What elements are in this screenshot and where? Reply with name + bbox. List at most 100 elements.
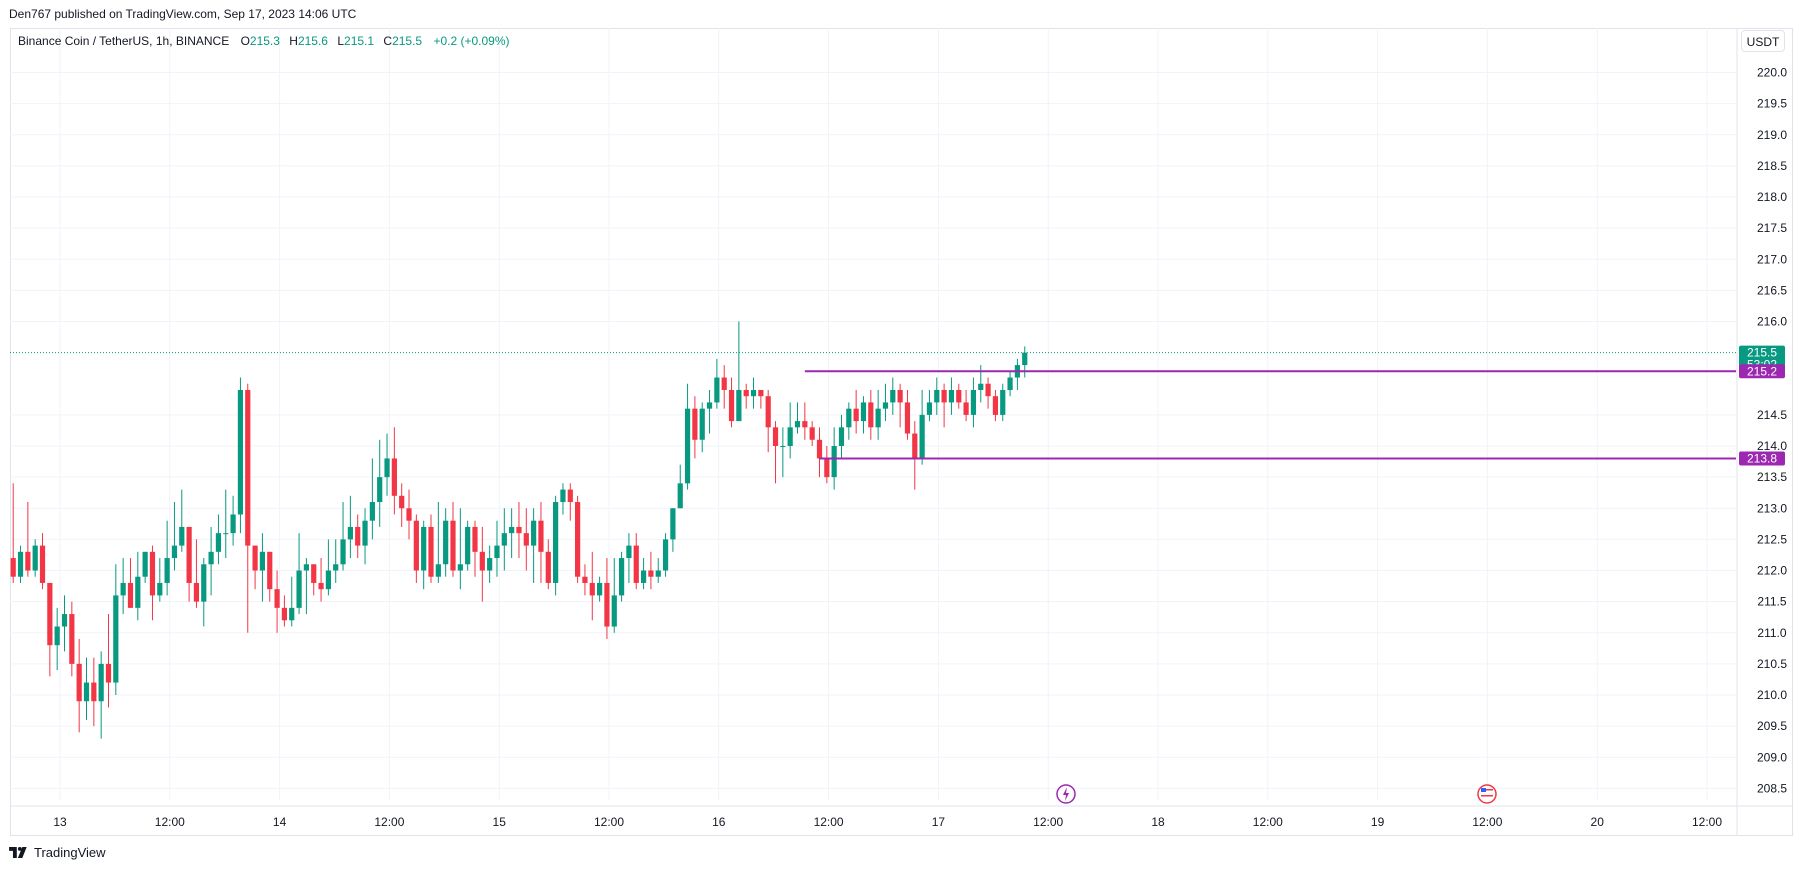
candle-body[interactable] <box>69 614 75 664</box>
tradingview-footer[interactable]: TradingView <box>9 845 106 860</box>
candle-body[interactable] <box>941 389 947 403</box>
candle-body[interactable] <box>259 551 266 571</box>
candle-body[interactable] <box>611 595 617 627</box>
candle-body[interactable] <box>384 458 390 478</box>
candle-body[interactable] <box>47 582 53 646</box>
candle-body[interactable] <box>1022 352 1028 366</box>
candle-body[interactable] <box>655 570 661 577</box>
candle-body[interactable] <box>76 663 82 702</box>
candle-body[interactable] <box>897 389 903 403</box>
candle-body[interactable] <box>303 564 309 571</box>
candle-body[interactable] <box>113 595 119 683</box>
candle-body[interactable] <box>743 389 749 397</box>
candle-body[interactable] <box>692 408 698 440</box>
candle-body[interactable] <box>457 564 463 571</box>
candle-body[interactable] <box>648 570 654 577</box>
candle-body[interactable] <box>171 545 178 559</box>
candle-body[interactable] <box>135 576 141 608</box>
candle-body[interactable] <box>582 576 588 583</box>
candle-body[interactable] <box>890 389 896 403</box>
candle-body[interactable] <box>934 389 940 403</box>
candle-body[interactable] <box>545 551 551 583</box>
candle-body[interactable] <box>421 526 427 571</box>
candle-body[interactable] <box>670 508 676 540</box>
candle-body[interactable] <box>120 582 126 596</box>
candle-body[interactable] <box>186 526 192 583</box>
candle-body[interactable] <box>105 663 112 683</box>
candle-body[interactable] <box>831 446 837 478</box>
currency-button[interactable]: USDT <box>1741 30 1785 52</box>
candle-body[interactable] <box>201 564 207 602</box>
candle-body[interactable] <box>604 582 610 627</box>
candle-body[interactable] <box>399 495 405 509</box>
candle-body[interactable] <box>992 396 999 415</box>
candle-body[interactable] <box>127 582 134 608</box>
candle-body[interactable] <box>509 526 515 534</box>
candle-body[interactable] <box>369 502 375 521</box>
candle-body[interactable] <box>882 402 889 409</box>
candle-body[interactable] <box>633 545 639 583</box>
candle-body[interactable] <box>597 582 603 596</box>
candle-body[interactable] <box>904 402 911 434</box>
candle-body[interactable] <box>296 570 302 608</box>
candle-body[interactable] <box>618 558 625 596</box>
candle-body[interactable] <box>926 402 933 415</box>
candle-body[interactable] <box>853 408 859 422</box>
candle-body[interactable] <box>919 414 925 459</box>
candle-body[interactable] <box>208 551 214 565</box>
candle-body[interactable] <box>428 526 434 577</box>
candle-body[interactable] <box>699 408 705 440</box>
candle-body[interactable] <box>956 389 962 403</box>
us-flag-event-icon[interactable] <box>1477 784 1497 804</box>
candle-body[interactable] <box>948 389 955 403</box>
candle-body[interactable] <box>531 520 537 546</box>
candle-body[interactable] <box>347 526 353 540</box>
candle-body[interactable] <box>54 626 60 646</box>
candle-body[interactable] <box>662 539 669 571</box>
candle-body[interactable] <box>985 383 991 397</box>
candle-body[interactable] <box>91 682 97 702</box>
candle-body[interactable] <box>267 551 273 590</box>
candle-body[interactable] <box>362 520 368 546</box>
candle-body[interactable] <box>32 545 38 571</box>
candle-body[interactable] <box>25 551 31 571</box>
candle-body[interactable] <box>802 421 808 428</box>
candle-body[interactable] <box>963 402 969 415</box>
candle-body[interactable] <box>553 502 559 583</box>
candle-body[interactable] <box>237 389 244 515</box>
candle-body[interactable] <box>39 545 46 583</box>
candle-body[interactable] <box>230 514 236 534</box>
candle-body[interactable] <box>325 570 331 590</box>
candle-body[interactable] <box>721 377 727 390</box>
candle-body[interactable] <box>289 607 295 621</box>
candle-body[interactable] <box>736 389 742 422</box>
candle-body[interactable] <box>560 489 566 503</box>
candle-body[interactable] <box>164 558 170 583</box>
candle-body[interactable] <box>487 558 493 571</box>
candle-body[interactable] <box>391 458 397 496</box>
candle-body[interactable] <box>875 408 881 428</box>
candle-body[interactable] <box>772 427 779 446</box>
candle-body[interactable] <box>501 533 507 546</box>
candle-body[interactable] <box>728 389 735 422</box>
candle-body[interactable] <box>1000 389 1006 415</box>
candle-body[interactable] <box>281 607 288 621</box>
candle-body[interactable] <box>479 551 485 571</box>
candle-body[interactable] <box>443 520 449 565</box>
candle-body[interactable] <box>846 408 852 428</box>
candle-body[interactable] <box>472 526 478 552</box>
candle-body[interactable] <box>179 526 185 546</box>
candle-body[interactable] <box>142 551 148 577</box>
candle-body[interactable] <box>824 458 830 478</box>
candle-body[interactable] <box>157 582 163 596</box>
candle-body[interactable] <box>868 402 874 428</box>
candle-body[interactable] <box>589 582 595 596</box>
candle-body[interactable] <box>640 570 647 583</box>
candle-body[interactable] <box>149 551 156 596</box>
candle-body[interactable] <box>860 402 867 422</box>
candle-body[interactable] <box>912 433 918 459</box>
candle-body[interactable] <box>677 483 683 509</box>
candle-body[interactable] <box>10 558 16 577</box>
candle-body[interactable] <box>816 439 823 459</box>
